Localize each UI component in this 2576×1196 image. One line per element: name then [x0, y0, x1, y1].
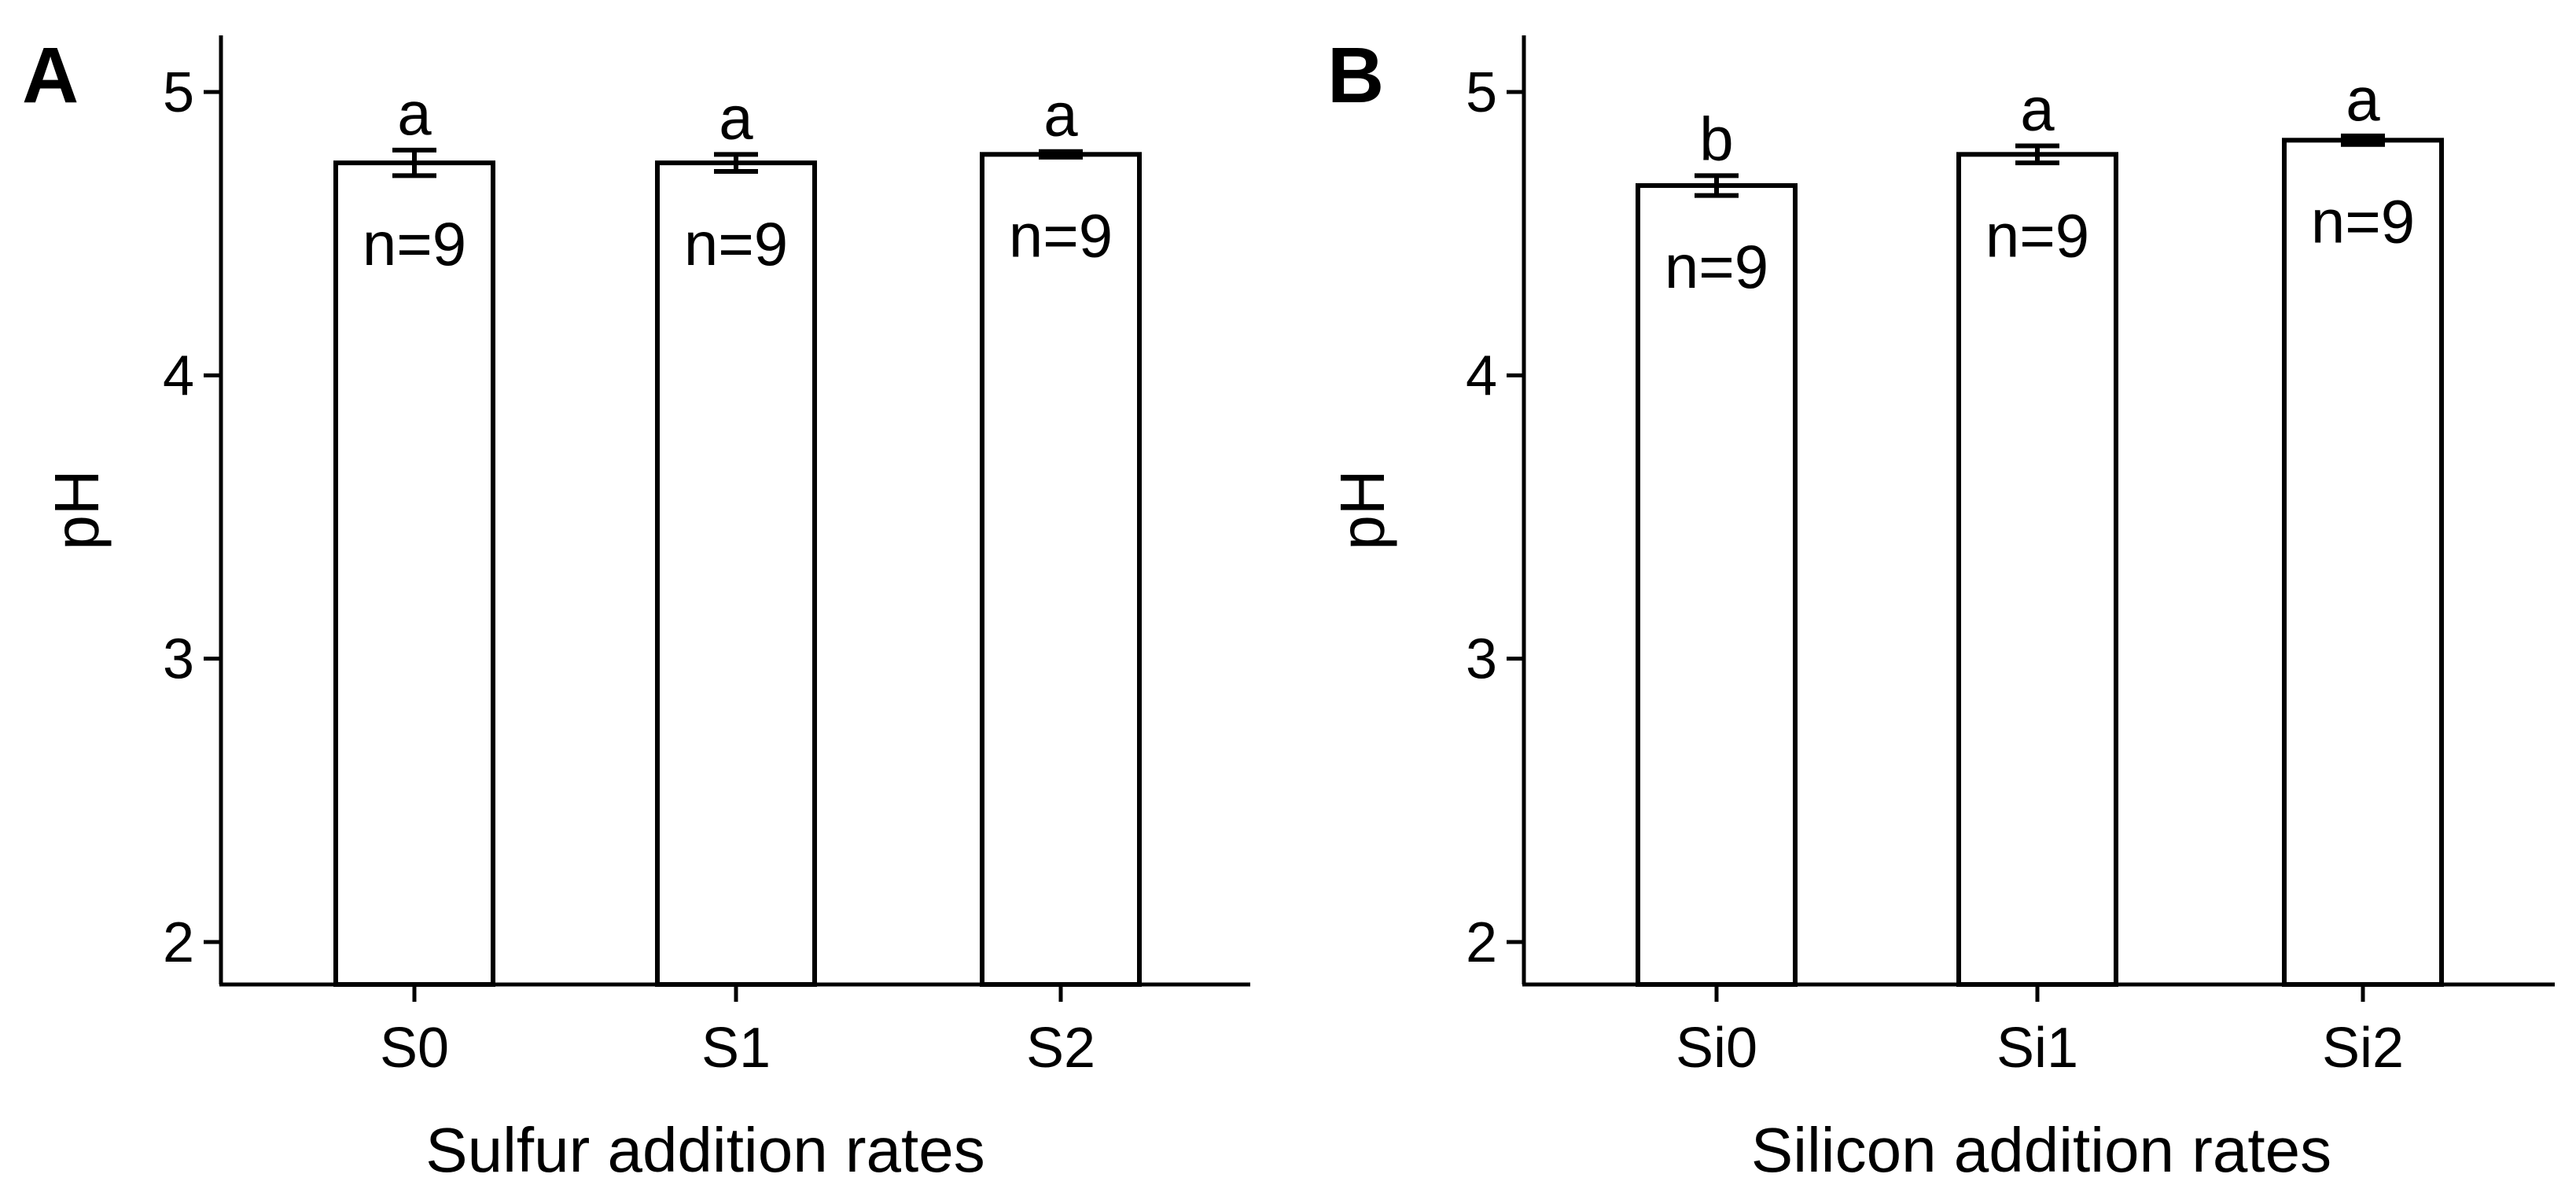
bar [1636, 182, 1798, 988]
y-tick-label: 5 [1466, 61, 1497, 124]
n-label: n=9 [2311, 186, 2415, 256]
x-axis-title: Silicon addition rates [1751, 1115, 2331, 1185]
significance-letter: a [1043, 80, 1078, 149]
n-label: n=9 [362, 209, 466, 278]
y-tick-label: 2 [1466, 911, 1497, 974]
panel-a: A 2 3 4 5 pH a n=9 S0 a n=9 S1 a n=9 S2 Sulfur addition… [22, 31, 1250, 1185]
y-tick-label: 2 [163, 911, 194, 974]
significance-letter: a [2020, 75, 2055, 144]
significance-letter: a [397, 79, 432, 148]
x-tick-label: Si2 [2322, 1017, 2404, 1080]
n-label: n=9 [684, 209, 788, 278]
y-tick-label: 3 [163, 628, 194, 691]
significance-letter: a [719, 83, 753, 152]
bar [2282, 138, 2444, 988]
bar [655, 160, 817, 988]
n-label: n=9 [1665, 232, 1768, 301]
y-axis-title: pH [42, 469, 112, 550]
panel-label: A [22, 31, 79, 120]
y-tick-label: 4 [163, 344, 194, 407]
significance-letter: b [1699, 104, 1733, 173]
panel-label: B [1327, 31, 1384, 120]
x-tick-label: Si1 [1996, 1017, 2078, 1080]
y-tick-label: 4 [1466, 344, 1497, 407]
panel-b: B 2 3 4 5 pH b n=9 Si0 a n=9 Si1 a n=9 Si2 Silicon addi… [1327, 31, 2555, 1185]
significance-letter: a [2346, 64, 2380, 134]
y-axis-title: pH [1327, 469, 1397, 550]
x-tick-label: S1 [701, 1017, 771, 1080]
x-tick-label: Si0 [1676, 1017, 1757, 1080]
bar [333, 160, 495, 988]
bar [1956, 152, 2118, 988]
n-label: n=9 [1985, 201, 2089, 270]
y-tick-label: 5 [163, 61, 194, 124]
bar [980, 152, 1142, 988]
y-tick-label: 3 [1466, 628, 1497, 691]
n-label: n=9 [1009, 201, 1113, 270]
x-tick-label: S0 [380, 1017, 449, 1080]
x-axis-title: Sulfur addition rates [425, 1115, 985, 1185]
x-tick-label: S2 [1026, 1017, 1095, 1080]
